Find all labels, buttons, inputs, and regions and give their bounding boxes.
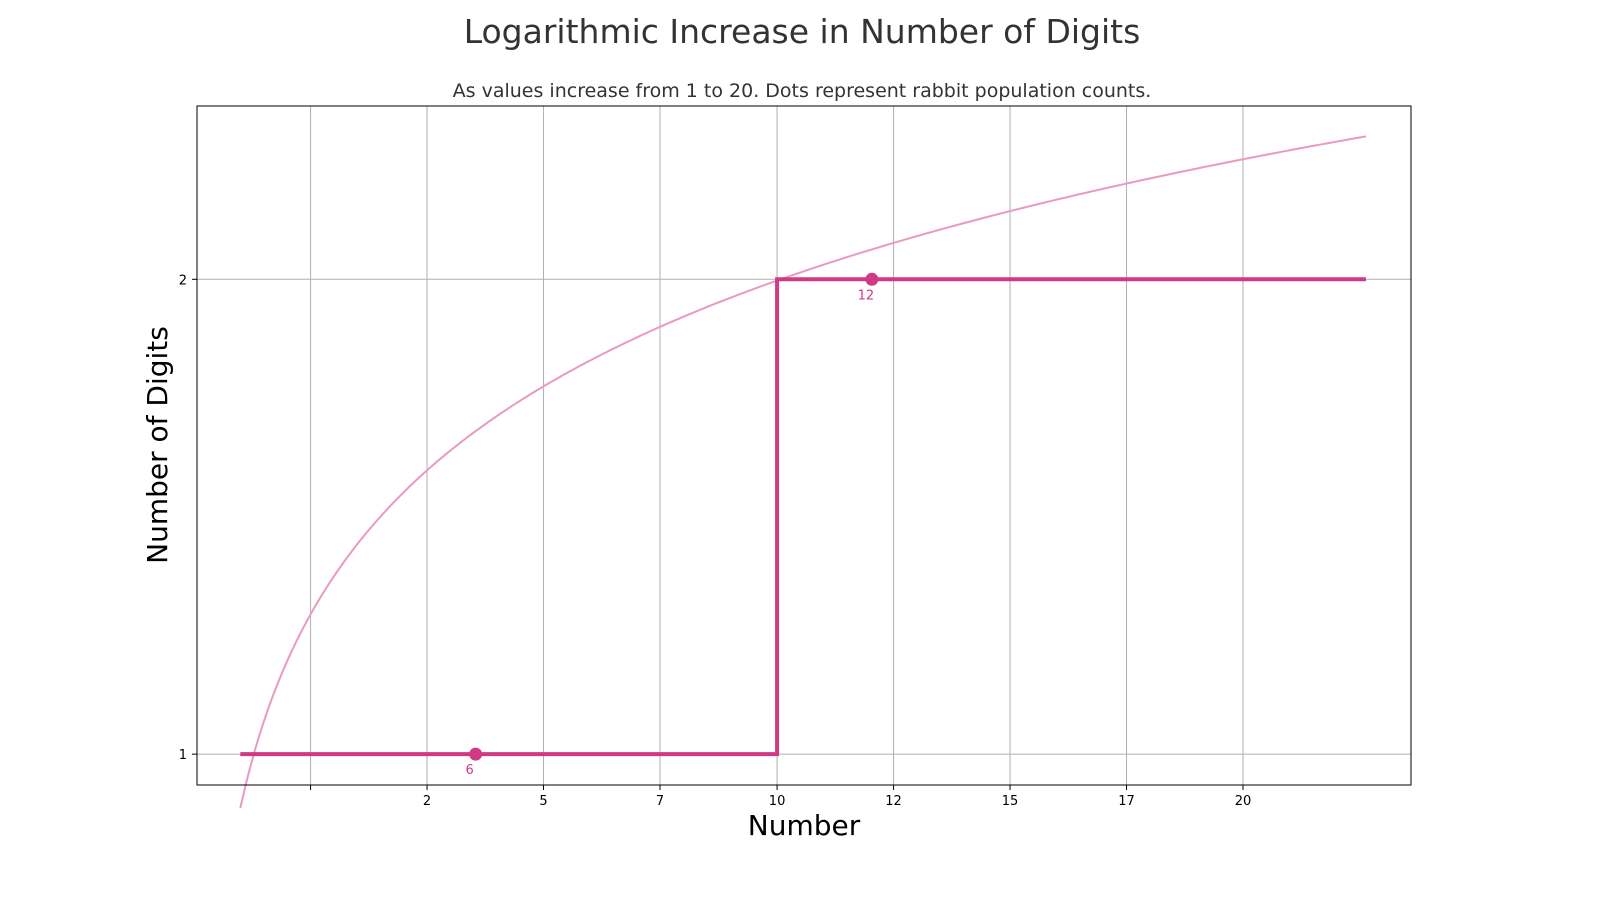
- plot-frame: [196, 105, 1412, 786]
- data-point-marker: [469, 747, 483, 761]
- y-axis-ticks: 12: [179, 273, 197, 763]
- grid: [197, 106, 1411, 785]
- data-markers: 6 12: [465, 272, 879, 778]
- chart-title: Logarithmic Increase in Number of Digits: [464, 12, 1141, 51]
- y-tick-label: 2: [179, 273, 187, 288]
- x-tick-label: 5: [539, 794, 547, 809]
- x-tick-label: 10: [769, 794, 786, 809]
- plot-series: [239, 135, 1367, 809]
- x-tick-label: 20: [1235, 794, 1252, 809]
- y-axis-label: Number of Digits: [141, 326, 174, 564]
- x-axis-ticks: 2 5 7 10 12 15 17 20: [310, 785, 1252, 809]
- x-tick-label: 12: [885, 794, 902, 809]
- data-point-label: 6: [465, 763, 473, 778]
- x-tick-label: 2: [423, 794, 431, 809]
- y-tick-label: 1: [179, 748, 187, 763]
- data-point-label: 12: [858, 288, 875, 303]
- chart-subtitle: As values increase from 1 to 20. Dots re…: [453, 80, 1152, 102]
- x-axis-label: Number: [748, 809, 861, 842]
- digit-step-line: [240, 277, 1366, 757]
- log-curve-line: [239, 135, 1367, 809]
- x-tick-label: 17: [1118, 794, 1135, 809]
- x-tick-label: 15: [1002, 794, 1019, 809]
- data-point-marker: [865, 272, 879, 286]
- x-tick-label: 7: [656, 794, 664, 809]
